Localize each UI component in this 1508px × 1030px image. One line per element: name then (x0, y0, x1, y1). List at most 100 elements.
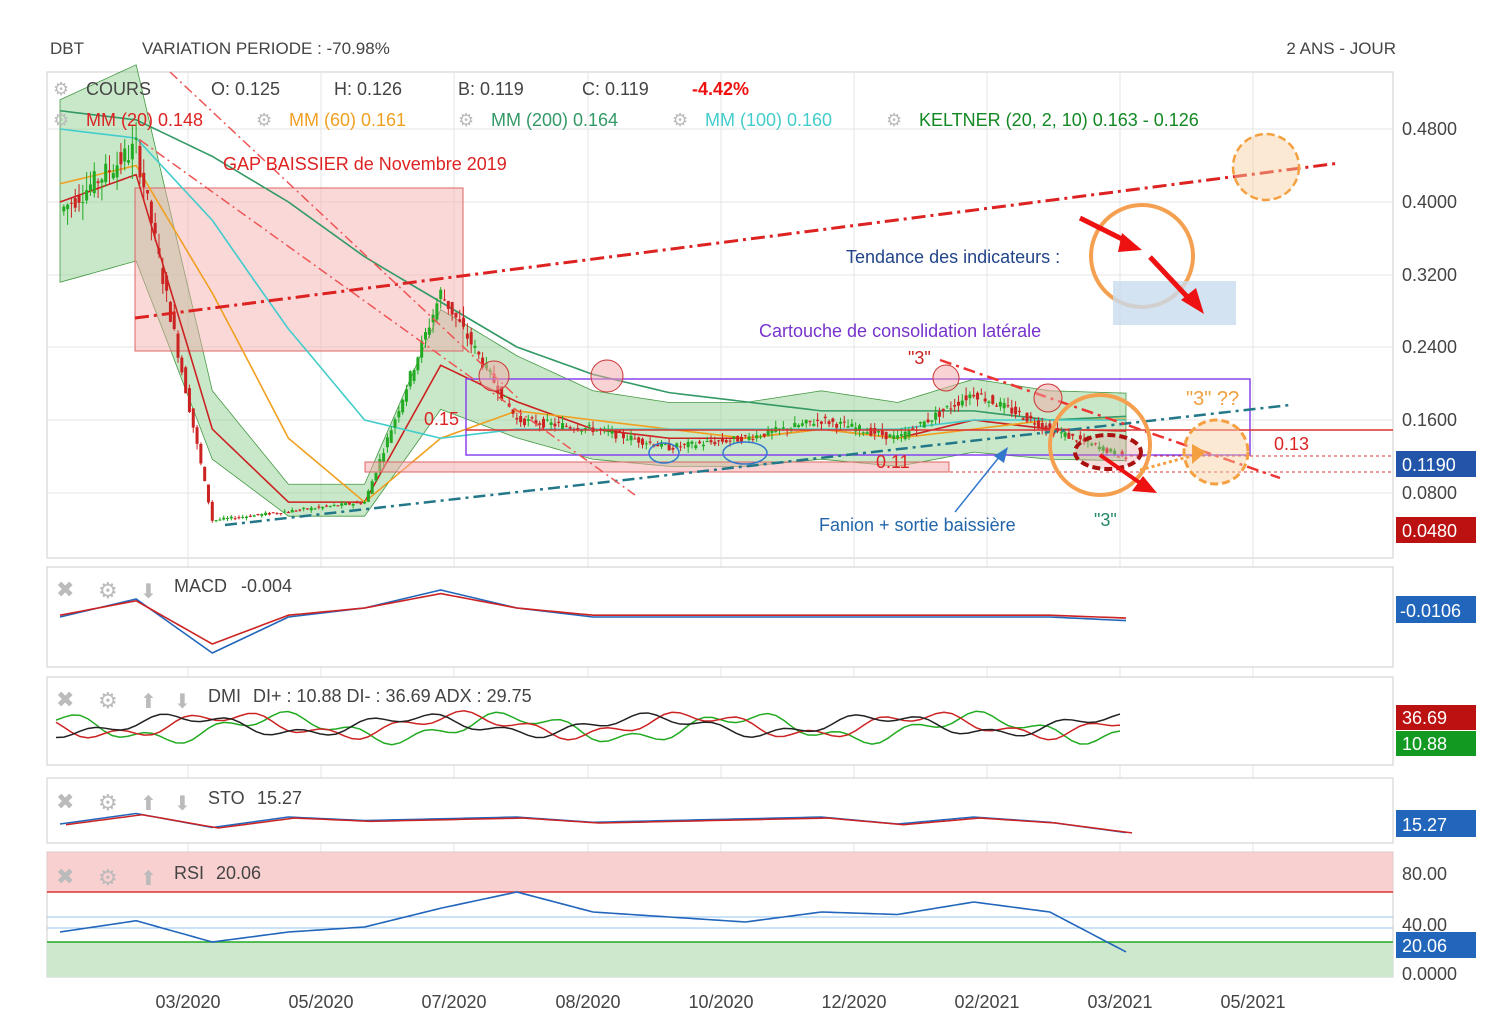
candle-body (682, 443, 686, 445)
gear-icon[interactable]: ⚙ (672, 110, 688, 130)
candle-body (104, 163, 108, 183)
x-axis: 03/2020 05/2020 07/2020 08/2020 10/2020 12/20… (155, 992, 1285, 1012)
candle-body (625, 439, 629, 441)
candle-body (816, 419, 820, 421)
gear-icon[interactable]: ⚙ (98, 790, 118, 815)
candle-body (1025, 412, 1029, 422)
candle-body (401, 399, 405, 413)
arrow-down-icon[interactable]: ⬇ (174, 691, 191, 713)
x-tick-label: 03/2021 (1087, 992, 1152, 1012)
candle-body (1082, 439, 1086, 442)
dmi-lines (55, 710, 1121, 746)
candle-body (610, 430, 614, 434)
candle-body (309, 507, 313, 511)
gear-icon[interactable]: ⚙ (886, 110, 902, 130)
close-icon[interactable]: ✖ (56, 864, 74, 889)
candle-body (435, 303, 439, 320)
candle-body (979, 393, 983, 395)
arrow-down-icon[interactable]: ⬇ (174, 793, 191, 815)
candle-body (804, 419, 808, 424)
candle-body (869, 427, 873, 436)
candle-body (260, 513, 264, 516)
candle-body (896, 435, 900, 439)
gear-icon[interactable]: ⚙ (53, 79, 69, 99)
rsi-tick-0: 0.0000 (1402, 964, 1457, 984)
gear-icon[interactable]: ⚙ (458, 110, 474, 130)
x-tick-label: 12/2020 (821, 992, 886, 1012)
candle-body (846, 426, 850, 428)
candle-body (724, 440, 728, 443)
candle-body (941, 408, 945, 412)
dmi-label: DMI (208, 686, 241, 706)
candle-body (850, 423, 854, 427)
arrow-down-icon[interactable]: ⬇ (140, 581, 157, 603)
candle-body (332, 504, 336, 506)
candle-body (1124, 457, 1128, 459)
gear-icon[interactable]: ⚙ (98, 688, 118, 713)
candle-body (614, 429, 618, 439)
candle-body (519, 416, 523, 423)
candle-body (926, 419, 930, 423)
candle-body (184, 367, 188, 394)
candle-body (922, 421, 926, 428)
arrow-up-icon[interactable]: ⬆ (140, 793, 157, 815)
candle-body (500, 386, 504, 400)
rsi-value: 20.06 (216, 863, 261, 883)
breakout-arrow (1098, 444, 1206, 493)
candle-body (305, 508, 309, 510)
candle-body (294, 510, 298, 512)
level-013-label: 0.13 (1274, 434, 1309, 454)
gear-icon[interactable]: ⚙ (53, 110, 69, 130)
candle-body (667, 443, 671, 451)
macd-badge-label: -0.0106 (1400, 601, 1461, 621)
candle-body (325, 505, 328, 507)
price-legend: ⚙ COURS O: 0.125 H: 0.126 B: 0.119 C: 0.… (53, 79, 1199, 130)
candle-body (290, 510, 294, 513)
top-circle-3 (932, 364, 960, 392)
candle-body (907, 430, 911, 437)
candle-body (123, 148, 127, 162)
di-plus-badge (1396, 731, 1476, 756)
candle-body (903, 431, 907, 440)
candle-body (245, 516, 249, 519)
level-015-label: 0.15 (424, 409, 459, 429)
candle-body (534, 420, 538, 425)
support-trend-line (224, 403, 1291, 527)
rsi-overbought-zone (47, 852, 1393, 892)
trend-box (1113, 281, 1236, 325)
close-icon[interactable]: ✖ (56, 789, 74, 814)
candle-body (736, 436, 740, 442)
candle-body (73, 198, 77, 208)
candle-body (298, 509, 302, 511)
arrow-up-icon[interactable]: ⬆ (140, 691, 157, 713)
candle-body (1075, 440, 1079, 442)
candle-body (991, 395, 995, 404)
candle-body (918, 422, 922, 424)
candle-body (69, 202, 73, 204)
candle-body (713, 441, 717, 445)
candle-body (583, 428, 587, 430)
close-icon[interactable]: ✖ (56, 687, 74, 712)
candle-body (427, 327, 431, 335)
candle-body (88, 184, 92, 191)
candle-body (340, 503, 344, 506)
candle-body (423, 332, 427, 340)
gear-icon[interactable]: ⚙ (256, 110, 272, 130)
dmi-values: DI+ : 10.88 DI- : 36.69 ADX : 29.75 (253, 686, 532, 706)
candle-body (344, 503, 348, 506)
arrow-up-icon[interactable]: ⬆ (140, 868, 157, 890)
candle-body (115, 165, 119, 178)
candle-body (983, 398, 987, 402)
candle-body (462, 317, 466, 327)
close-icon[interactable]: ✖ (56, 577, 74, 602)
candle-body (172, 314, 176, 329)
candle-body (968, 394, 972, 399)
period-label[interactable]: 2 ANS - JOUR (1286, 39, 1396, 58)
tendance-annotation: Tendance des indicateurs : (846, 247, 1060, 267)
gear-icon[interactable]: ⚙ (98, 578, 118, 603)
gear-icon[interactable]: ⚙ (98, 865, 118, 890)
rsi-badge-label: 20.06 (1402, 936, 1447, 956)
rsi-tick-40: 40.00 (1402, 915, 1447, 935)
candle-body (138, 145, 142, 178)
level-011-label: 0.11 (876, 452, 910, 472)
